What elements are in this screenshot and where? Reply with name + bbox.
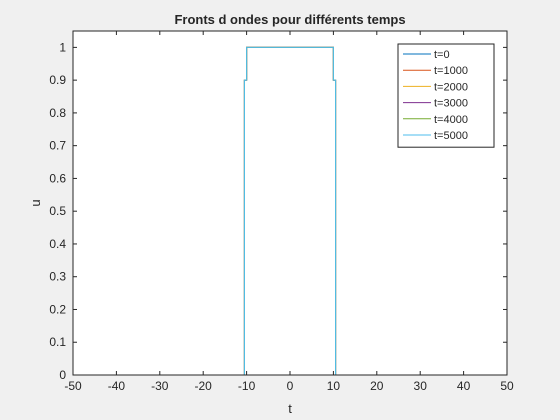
x-tick-label: -20 xyxy=(195,379,213,393)
legend-box xyxy=(397,43,495,148)
y-axis-ticks: 0 0.1 0.2 0.3 0.4 0.5 0.6 0.7 0.8 0.9 1 xyxy=(49,40,507,382)
legend-entry-label: t=5000 xyxy=(434,130,468,142)
y-tick-label: 0.2 xyxy=(49,302,66,316)
x-tick-label: -40 xyxy=(108,379,126,393)
chart-title: Fronts d ondes pour différents temps xyxy=(174,12,405,27)
y-axis-label: u xyxy=(28,199,43,206)
y-tick-label: 0.3 xyxy=(49,270,66,284)
y-tick-label: 0.9 xyxy=(49,73,66,87)
x-tick-label: -30 xyxy=(151,379,169,393)
x-tick-label: 10 xyxy=(327,379,341,393)
y-tick-label: 1 xyxy=(59,40,66,54)
x-tick-label: 40 xyxy=(457,379,471,393)
y-tick-label: 0 xyxy=(59,368,66,382)
legend-entry-label: t=4000 xyxy=(434,114,468,126)
y-tick-label: 0.5 xyxy=(49,204,66,218)
y-tick-label: 0.6 xyxy=(49,171,66,185)
series-layer xyxy=(73,46,507,376)
x-tick-label: 0 xyxy=(287,379,294,393)
legend-entry-label: t=3000 xyxy=(434,98,468,110)
x-tick-label: -10 xyxy=(238,379,256,393)
y-tick-label: 0.8 xyxy=(49,106,66,120)
y-tick-label: 0.4 xyxy=(49,237,66,251)
legend: t=0 t=1000 t=2000 t=3000 t=4000 t=5000 xyxy=(397,43,495,148)
x-tick-label: -50 xyxy=(64,379,82,393)
x-tick-label: 20 xyxy=(370,379,384,393)
y-tick-label: 0.7 xyxy=(49,139,66,153)
x-axis-label: t xyxy=(288,401,292,416)
legend-entry-label: t=0 xyxy=(434,49,450,61)
x-axis-ticks: -50 -40 -30 -20 -10 0 10 20 30 40 50 xyxy=(64,31,514,393)
legend-entry-label: t=1000 xyxy=(434,65,468,77)
legend-entry-label: t=2000 xyxy=(434,81,468,93)
x-tick-label: 50 xyxy=(500,379,514,393)
x-tick-label: 30 xyxy=(414,379,428,393)
series-line-6 xyxy=(73,46,507,376)
y-tick-label: 0.1 xyxy=(49,335,66,349)
